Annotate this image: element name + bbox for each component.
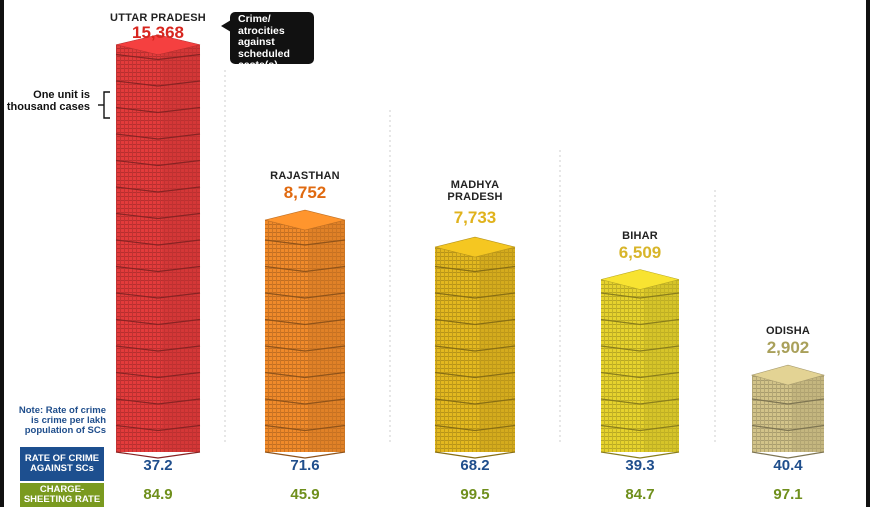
rate-value: 37.2 — [143, 457, 173, 474]
bar-odisha — [750, 364, 826, 459]
charge-sheeting-value: 97.1 — [773, 486, 803, 503]
rate-row-label: RATE OF CRIME AGAINST SCs — [20, 447, 104, 481]
left-frame-edge — [0, 0, 4, 507]
rate-note: Note: Rate of crime is crime per lakh po… — [18, 405, 106, 436]
bar-bihar — [600, 269, 680, 459]
state-value-label: 2,902 — [766, 338, 810, 358]
state-label: MADHYA PRADESH — [447, 179, 503, 204]
rate-value: 39.3 — [625, 457, 655, 474]
charge-sheeting-value: 84.9 — [143, 486, 173, 503]
state-value-label: 15,368 — [132, 23, 184, 42]
rate-value: 71.6 — [290, 457, 320, 474]
charge-row-label: CHARGE-SHEETING RATE — [20, 483, 104, 507]
state-label: RAJASTHAN — [270, 170, 340, 183]
state-value-label: 6,509 — [618, 242, 662, 262]
bar-uttar-pradesh — [115, 34, 201, 459]
rate-value: 40.4 — [773, 457, 803, 474]
rate-value: 68.2 — [460, 457, 490, 474]
state-value-label: 8,752 — [283, 183, 327, 203]
state-label: UTTAR PRADESH — [110, 12, 206, 24]
state-label: ODISHA — [766, 325, 810, 338]
charge-sheeting-value: 45.9 — [290, 486, 320, 503]
bar-madhya-pradesh — [434, 236, 516, 459]
charge-sheeting-value: 99.5 — [460, 486, 490, 503]
state-value-label: 7,733 — [453, 208, 497, 228]
bar-rajasthan — [264, 209, 346, 459]
callout-arrow — [221, 20, 231, 32]
legend-callout: Crime/ atrocities against scheduled cast… — [230, 12, 314, 71]
unit-bracket — [103, 91, 110, 119]
right-frame-edge — [866, 0, 870, 507]
unit-note: One unit is thousand cases — [6, 89, 90, 113]
state-label: BIHAR — [622, 229, 658, 242]
charge-sheeting-value: 84.7 — [625, 486, 655, 503]
